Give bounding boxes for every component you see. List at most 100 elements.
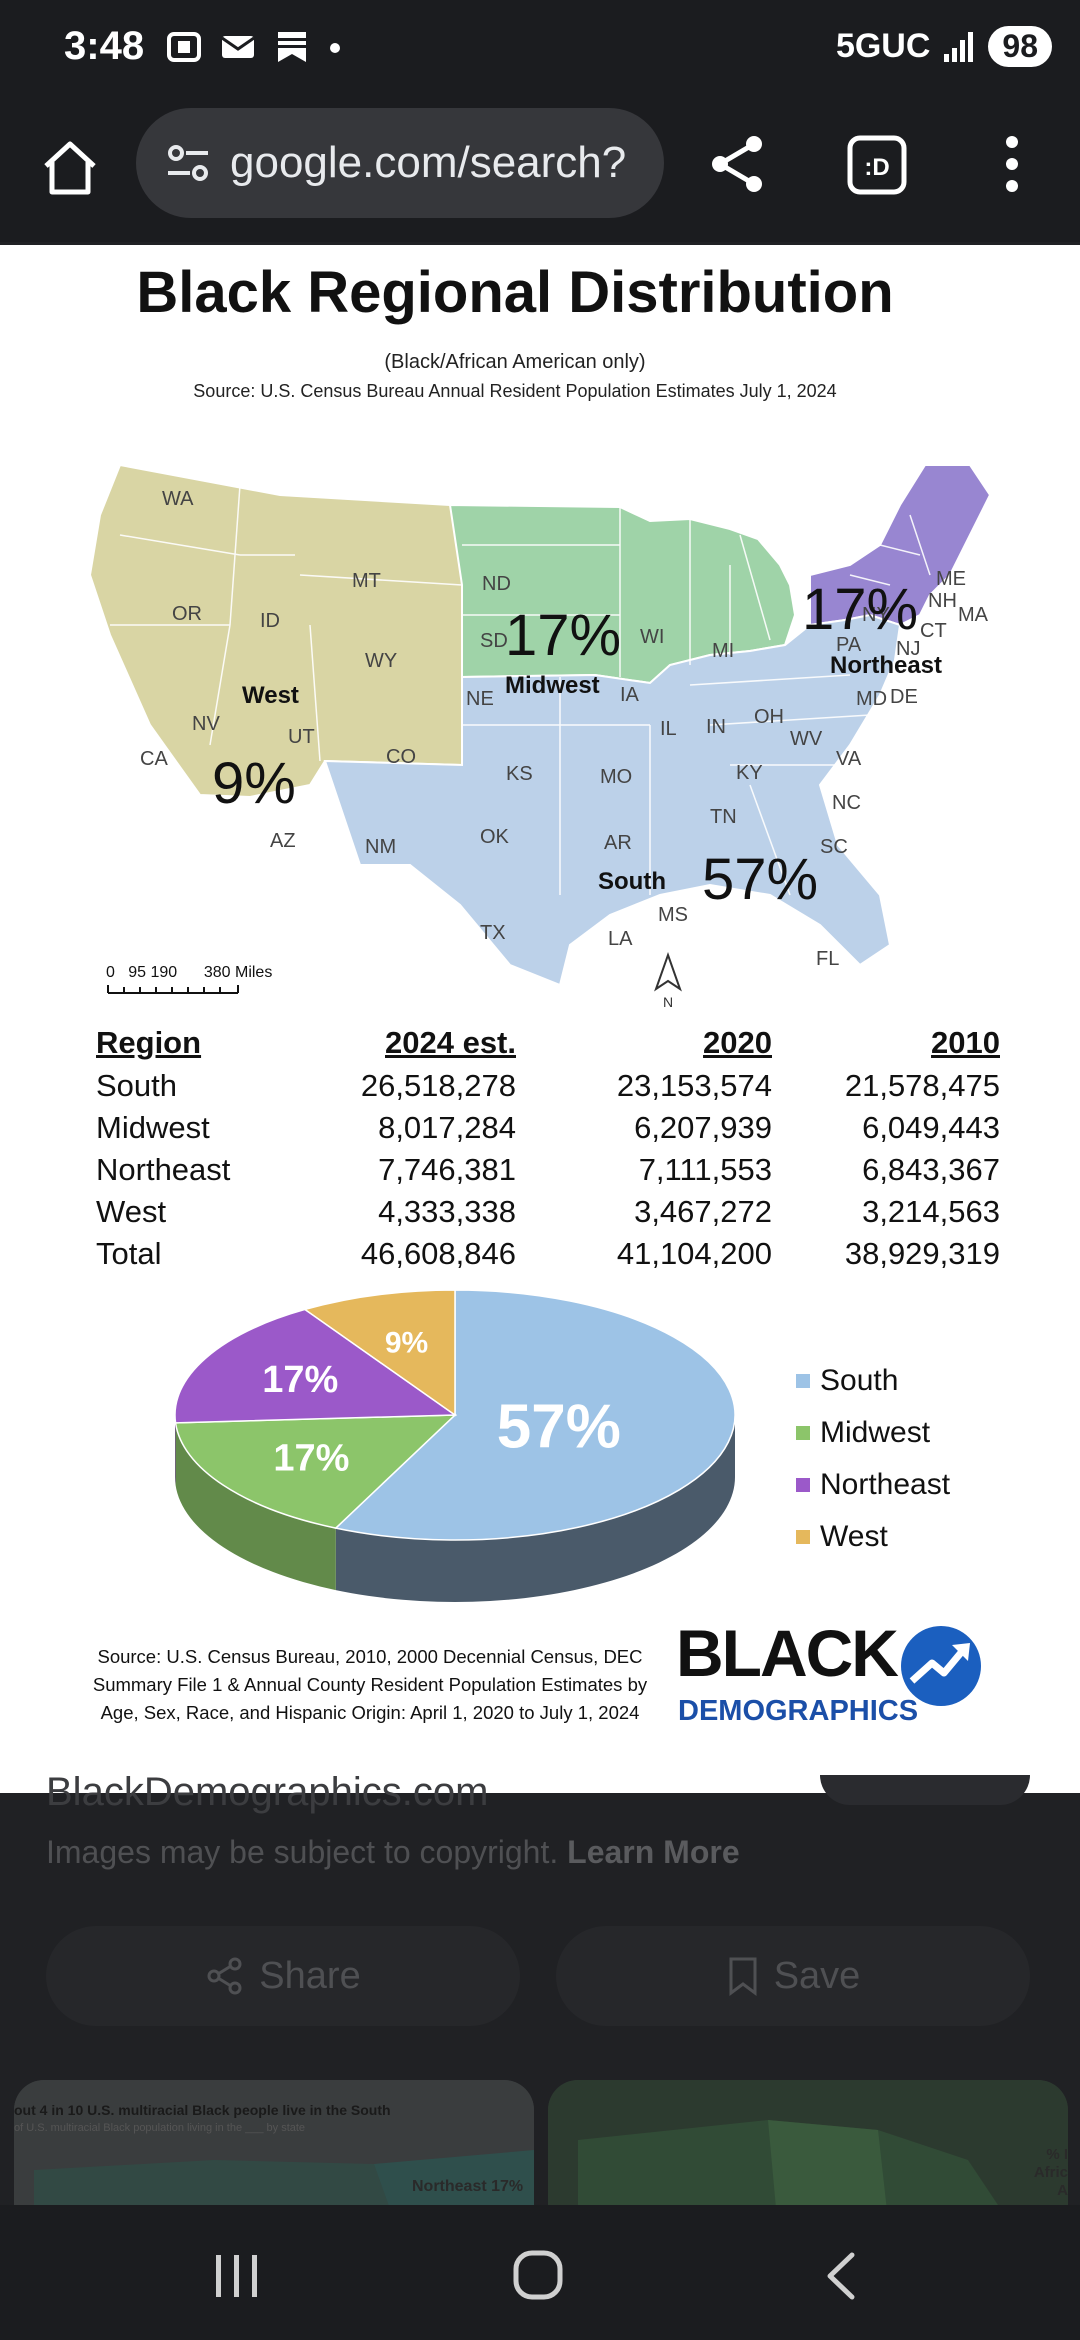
state-label-nc: NC xyxy=(832,792,861,814)
state-label-in: IN xyxy=(706,716,726,738)
search-result-image[interactable]: Black Regional Distribution (Black/Afric… xyxy=(0,245,1080,1793)
state-label-nd: ND xyxy=(482,573,511,595)
state-label-mt: MT xyxy=(352,570,381,592)
black-demographics-logo: BLACK DEMOGRAPHICS xyxy=(676,1615,986,1745)
pie-label-midwest: 17% xyxy=(273,1438,349,1480)
browser-toolbar: google.com/search? :D xyxy=(0,100,1080,242)
share-icon[interactable] xyxy=(706,132,770,196)
pie-label-south: 57% xyxy=(497,1392,621,1461)
notification-icons xyxy=(165,28,343,66)
map-region-south xyxy=(323,613,902,987)
address-bar[interactable]: google.com/search? xyxy=(136,108,664,218)
region-pct-midwest: 17% xyxy=(505,603,621,668)
table-cell: 8,017,284 xyxy=(378,1110,516,1145)
region-name-south: South xyxy=(598,868,666,895)
learn-more-link[interactable]: Learn More xyxy=(567,1834,740,1870)
logo-text-black: BLACK xyxy=(676,1616,899,1690)
source-site-text[interactable]: BlackDemographics.com xyxy=(46,1770,489,1814)
pie-slice-side-south xyxy=(335,1415,735,1602)
state-label-mo: MO xyxy=(600,766,632,788)
infographic-title: Black Regional Distribution xyxy=(136,260,894,325)
visit-button[interactable] xyxy=(820,1775,1030,1805)
dot-icon xyxy=(330,43,340,53)
state-label-mi: MI xyxy=(712,640,734,662)
state-label-ny: NY xyxy=(862,604,890,626)
state-label-oh: OH xyxy=(754,706,784,728)
table-cell: West xyxy=(96,1194,167,1229)
share-label: Share xyxy=(259,1954,361,1997)
table-cell: Total xyxy=(96,1236,162,1271)
table-cell: 6,049,443 xyxy=(862,1110,1000,1145)
table-cell: 4,333,338 xyxy=(378,1194,516,1229)
table-cell: 41,104,200 xyxy=(616,1236,772,1271)
table-row: Midwest 8,017,284 6,207,939 6,049,443 xyxy=(96,1107,1000,1149)
state-label-co: CO xyxy=(386,746,416,768)
table-cell: 6,843,367 xyxy=(862,1152,1000,1187)
table-cell: 26,518,278 xyxy=(360,1068,516,1103)
state-label-la: LA xyxy=(608,928,633,950)
related-image-2-label-line: Afric xyxy=(1033,2164,1068,2181)
pie-depth xyxy=(175,1415,735,1602)
table-cell: 7,746,381 xyxy=(378,1152,516,1187)
related-image-2-label-line: % I xyxy=(1046,2146,1068,2163)
save-button[interactable]: Save xyxy=(556,1926,1030,2026)
pie-legend: South Midwest Northeast West xyxy=(796,1355,950,1563)
us-region-map: WA OR ID MT WY NV UT CA CO AZ NM ND SD N… xyxy=(90,463,992,1010)
state-label-nm: NM xyxy=(365,836,396,858)
share-button[interactable]: Share xyxy=(46,1926,520,2026)
legend-label: West xyxy=(820,1520,888,1553)
infographic-subtitle: (Black/African American only) xyxy=(384,351,646,373)
state-label-ne: NE xyxy=(466,688,494,710)
table-cell: 23,153,574 xyxy=(616,1068,772,1103)
table-cell: 38,929,319 xyxy=(844,1236,1000,1271)
north-label: N xyxy=(663,994,673,1010)
state-label-ok: OK xyxy=(480,826,510,848)
table-header-region: Region xyxy=(96,1025,202,1060)
url-text[interactable]: google.com/search? xyxy=(230,138,627,187)
region-name-northeast: Northeast xyxy=(830,652,942,679)
state-label-ca: CA xyxy=(140,748,168,770)
copyright-text: Images may be subject to copyright. xyxy=(46,1834,559,1870)
pie-labels: 57% 17% 17% 9% xyxy=(262,1327,621,1480)
legend-item-west: West xyxy=(796,1511,950,1563)
trend-arrow-icon xyxy=(901,1626,981,1706)
bookmark-icon xyxy=(729,1957,757,1996)
more-menu-icon[interactable] xyxy=(998,132,1026,196)
site-settings-icon[interactable] xyxy=(164,139,212,187)
table-cell: 6,207,939 xyxy=(634,1110,772,1145)
legend-item-south: South xyxy=(796,1355,950,1407)
legend-item-midwest: Midwest xyxy=(796,1407,950,1459)
state-label-ks: KS xyxy=(506,763,533,785)
table-cell: South xyxy=(96,1068,178,1103)
tab-switcher-icon[interactable]: :D xyxy=(846,134,908,196)
pie-label-west: 9% xyxy=(385,1327,428,1360)
related-image-2-label-line: A xyxy=(1057,2182,1068,2199)
table-row: South 26,518,278 23,153,574 21,578,475 xyxy=(96,1065,1000,1107)
home-icon[interactable] xyxy=(38,136,102,200)
table-cell: 46,608,846 xyxy=(360,1236,516,1271)
save-label: Save xyxy=(773,1954,861,1997)
state-label-wa: WA xyxy=(162,488,194,510)
network-label: 5GUC xyxy=(835,27,931,65)
pie-slice-northeast xyxy=(174,1308,458,1424)
table-row: Northeast 7,746,381 7,111,553 6,843,367 xyxy=(96,1149,1000,1191)
battery-badge: 98 xyxy=(988,26,1052,67)
pie-slice-side-northeast xyxy=(175,1415,176,1485)
related-image-1-subtitle: of U.S. multiracial Black population liv… xyxy=(14,2122,306,2134)
state-label-az: AZ xyxy=(270,830,296,852)
legend-label: Northeast xyxy=(820,1468,951,1501)
state-labels: WA OR ID MT WY NV UT CA CO AZ NM ND SD N… xyxy=(140,488,989,970)
map-scale-bar xyxy=(107,985,239,994)
recent-apps-icon[interactable] xyxy=(212,2253,262,2299)
state-borders xyxy=(110,484,931,896)
tab-switcher-label: :D xyxy=(864,154,889,181)
state-label-ms: MS xyxy=(658,904,688,926)
home-nav-icon[interactable] xyxy=(512,2249,564,2301)
table-row: West 4,333,338 3,467,272 3,214,563 xyxy=(96,1191,1000,1233)
state-label-tx: TX xyxy=(480,922,506,944)
back-nav-icon[interactable] xyxy=(820,2251,860,2301)
pie-slice-south xyxy=(334,1290,736,1541)
table-cell: Midwest xyxy=(96,1110,210,1145)
state-label-ia: IA xyxy=(620,684,640,706)
